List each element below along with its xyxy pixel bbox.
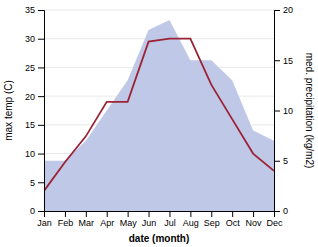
tick-mark	[169, 211, 170, 217]
tick: 0	[30, 206, 44, 216]
tick-mark	[38, 39, 44, 40]
tick-mark	[38, 211, 44, 212]
tick-label: 0	[283, 206, 288, 216]
tick-mark	[65, 211, 66, 217]
tick-mark	[38, 10, 44, 11]
tick: 35	[25, 5, 44, 15]
tick-mark	[274, 111, 280, 112]
tick: Jul	[164, 211, 176, 228]
tick-mark	[107, 211, 108, 217]
y2-axis: 0 5 10 15 20	[274, 5, 293, 216]
tick: Jan	[37, 211, 52, 228]
tick-label: 35	[25, 5, 35, 15]
tick-label: 5	[283, 156, 288, 166]
tick-mark	[38, 125, 44, 126]
tick: 20	[274, 5, 293, 15]
line	[44, 39, 274, 191]
tick: 15	[25, 120, 44, 130]
tick-label: 25	[25, 63, 35, 73]
tick-mark	[274, 211, 280, 212]
grid-line	[44, 10, 274, 11]
tick-label: 20	[283, 5, 293, 15]
tick: 10	[274, 106, 293, 116]
y-axis: 0 5 10 15 20 25 30 35	[25, 5, 45, 216]
tick: Apr	[100, 211, 114, 228]
tick: 30	[25, 34, 44, 44]
tick-label: 15	[25, 120, 35, 130]
tick-label: Sep	[204, 218, 220, 228]
tick-mark	[232, 211, 233, 217]
tick-label: 5	[30, 178, 35, 188]
tick-mark	[211, 211, 212, 217]
tick-label: 10	[283, 106, 293, 116]
chart: JanFebMarAprMayJunJulAugSepOctNovDec0510…	[0, 0, 318, 247]
tick-label: Jun	[142, 218, 157, 228]
tick: Aug	[183, 211, 199, 228]
tick-mark	[38, 67, 44, 68]
tick: Feb	[58, 211, 74, 228]
y-axis-line	[38, 11, 45, 212]
tick-mark	[38, 154, 44, 155]
tick-label: 15	[283, 56, 293, 66]
tick-mark	[38, 96, 44, 97]
tick-mark	[149, 211, 150, 217]
tick-label: Dec	[266, 218, 283, 228]
tick-label: 10	[25, 149, 35, 159]
tick-mark	[274, 60, 280, 61]
tick-label: Jul	[164, 218, 176, 228]
tick-label: May	[120, 218, 138, 228]
grid	[44, 10, 274, 211]
plot-area	[44, 20, 274, 211]
tick-mark	[253, 211, 254, 217]
tick: Nov	[246, 211, 263, 228]
y2-axis-line	[275, 11, 281, 212]
tick: 5	[274, 156, 288, 166]
tick-label: Mar	[79, 218, 95, 228]
tick-label: 0	[30, 206, 35, 216]
tick-label: Oct	[226, 218, 241, 228]
tick: Oct	[226, 211, 241, 228]
tick: 20	[25, 92, 44, 102]
x-axis-line	[45, 212, 275, 218]
tick: Mar	[79, 211, 95, 228]
tick-label: Nov	[246, 218, 263, 228]
tick-label: Aug	[183, 218, 199, 228]
tick-label: Feb	[58, 218, 74, 228]
x-axis-title: date (month)	[129, 233, 190, 244]
tick: Dec	[266, 211, 283, 228]
tick: 5	[30, 178, 44, 188]
tick-mark	[190, 211, 191, 217]
x-axis: Jan Feb Mar Apr May Jun Jul Aug Sep Oct NovDec	[37, 211, 283, 228]
tick: Sep	[204, 211, 220, 228]
tick: 25	[25, 63, 44, 73]
y-axis-title: max temp (C)	[3, 80, 14, 141]
tick: May	[120, 211, 138, 228]
tick: Jun	[142, 211, 157, 228]
y2-axis-title: med. precipitation (kg/m2)	[304, 53, 315, 169]
tick-label: 30	[25, 34, 35, 44]
tick-mark	[274, 10, 280, 11]
area	[44, 20, 274, 211]
tick-label: 20	[25, 92, 35, 102]
tick-label: Apr	[100, 218, 114, 228]
tick-mark	[86, 211, 87, 217]
tick-label: Jan	[37, 218, 52, 228]
tick: 0	[274, 206, 288, 216]
tick-mark	[38, 182, 44, 183]
tick: 15	[274, 56, 293, 66]
tick-mark	[128, 211, 129, 217]
tick: 10	[25, 149, 44, 159]
tick-mark	[274, 161, 280, 162]
